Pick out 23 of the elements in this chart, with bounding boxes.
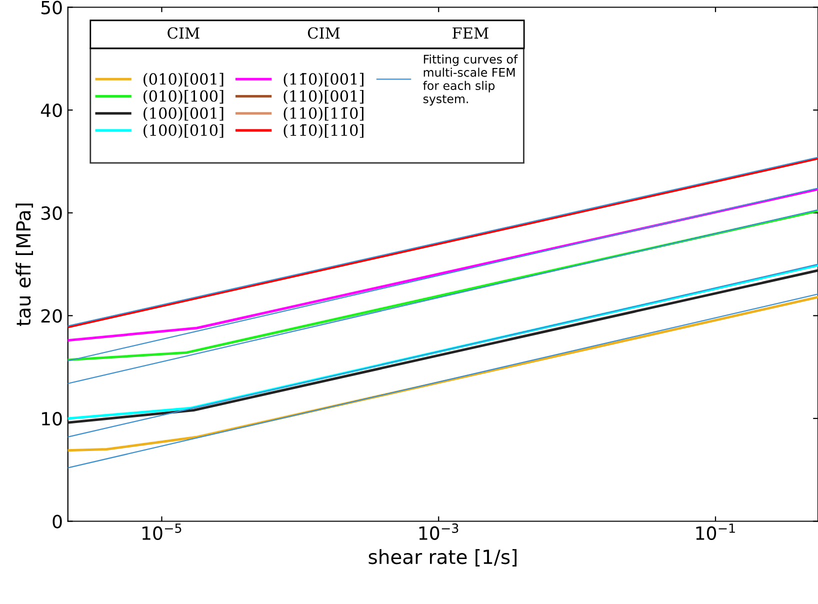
y-tick-label: 0 <box>52 514 62 528</box>
y-tick-label: 30 <box>41 206 62 220</box>
y-tick-label: 50 <box>41 0 62 14</box>
legend-label: (100)[001] <box>144 107 224 122</box>
annotation: FEM <box>452 27 488 39</box>
legend-label: (11̄0)[110] <box>284 124 364 138</box>
x-axis-title: shear rate [1/s] <box>368 549 516 566</box>
legend-label: (010)[001] <box>144 72 224 87</box>
annotation: CIM <box>308 27 340 39</box>
legend-label: Fitting curves of multi-scale FEM for each slip system. <box>423 54 518 106</box>
legend-label: (110)[11̄0] <box>284 107 364 122</box>
y-tick-label: 20 <box>41 309 62 323</box>
legend-label: (11̄0)[001] <box>284 72 364 87</box>
x-tick-label: 10$^{−5}$ <box>142 524 182 540</box>
x-tick-label: 10$^{−1}$ <box>696 524 735 540</box>
y-tick-label: 10 <box>42 412 62 426</box>
legend-label: (010)[100] <box>144 90 224 104</box>
annotation: CIM <box>168 27 200 39</box>
x-tick-label: 10$^{−3}$ <box>419 523 458 540</box>
legend-label: (110)[001] <box>284 90 364 104</box>
y-axis-title: tau eff [MPa] <box>16 204 34 326</box>
legend-label: (100)[010] <box>144 124 224 138</box>
y-tick-label: 40 <box>40 104 62 118</box>
